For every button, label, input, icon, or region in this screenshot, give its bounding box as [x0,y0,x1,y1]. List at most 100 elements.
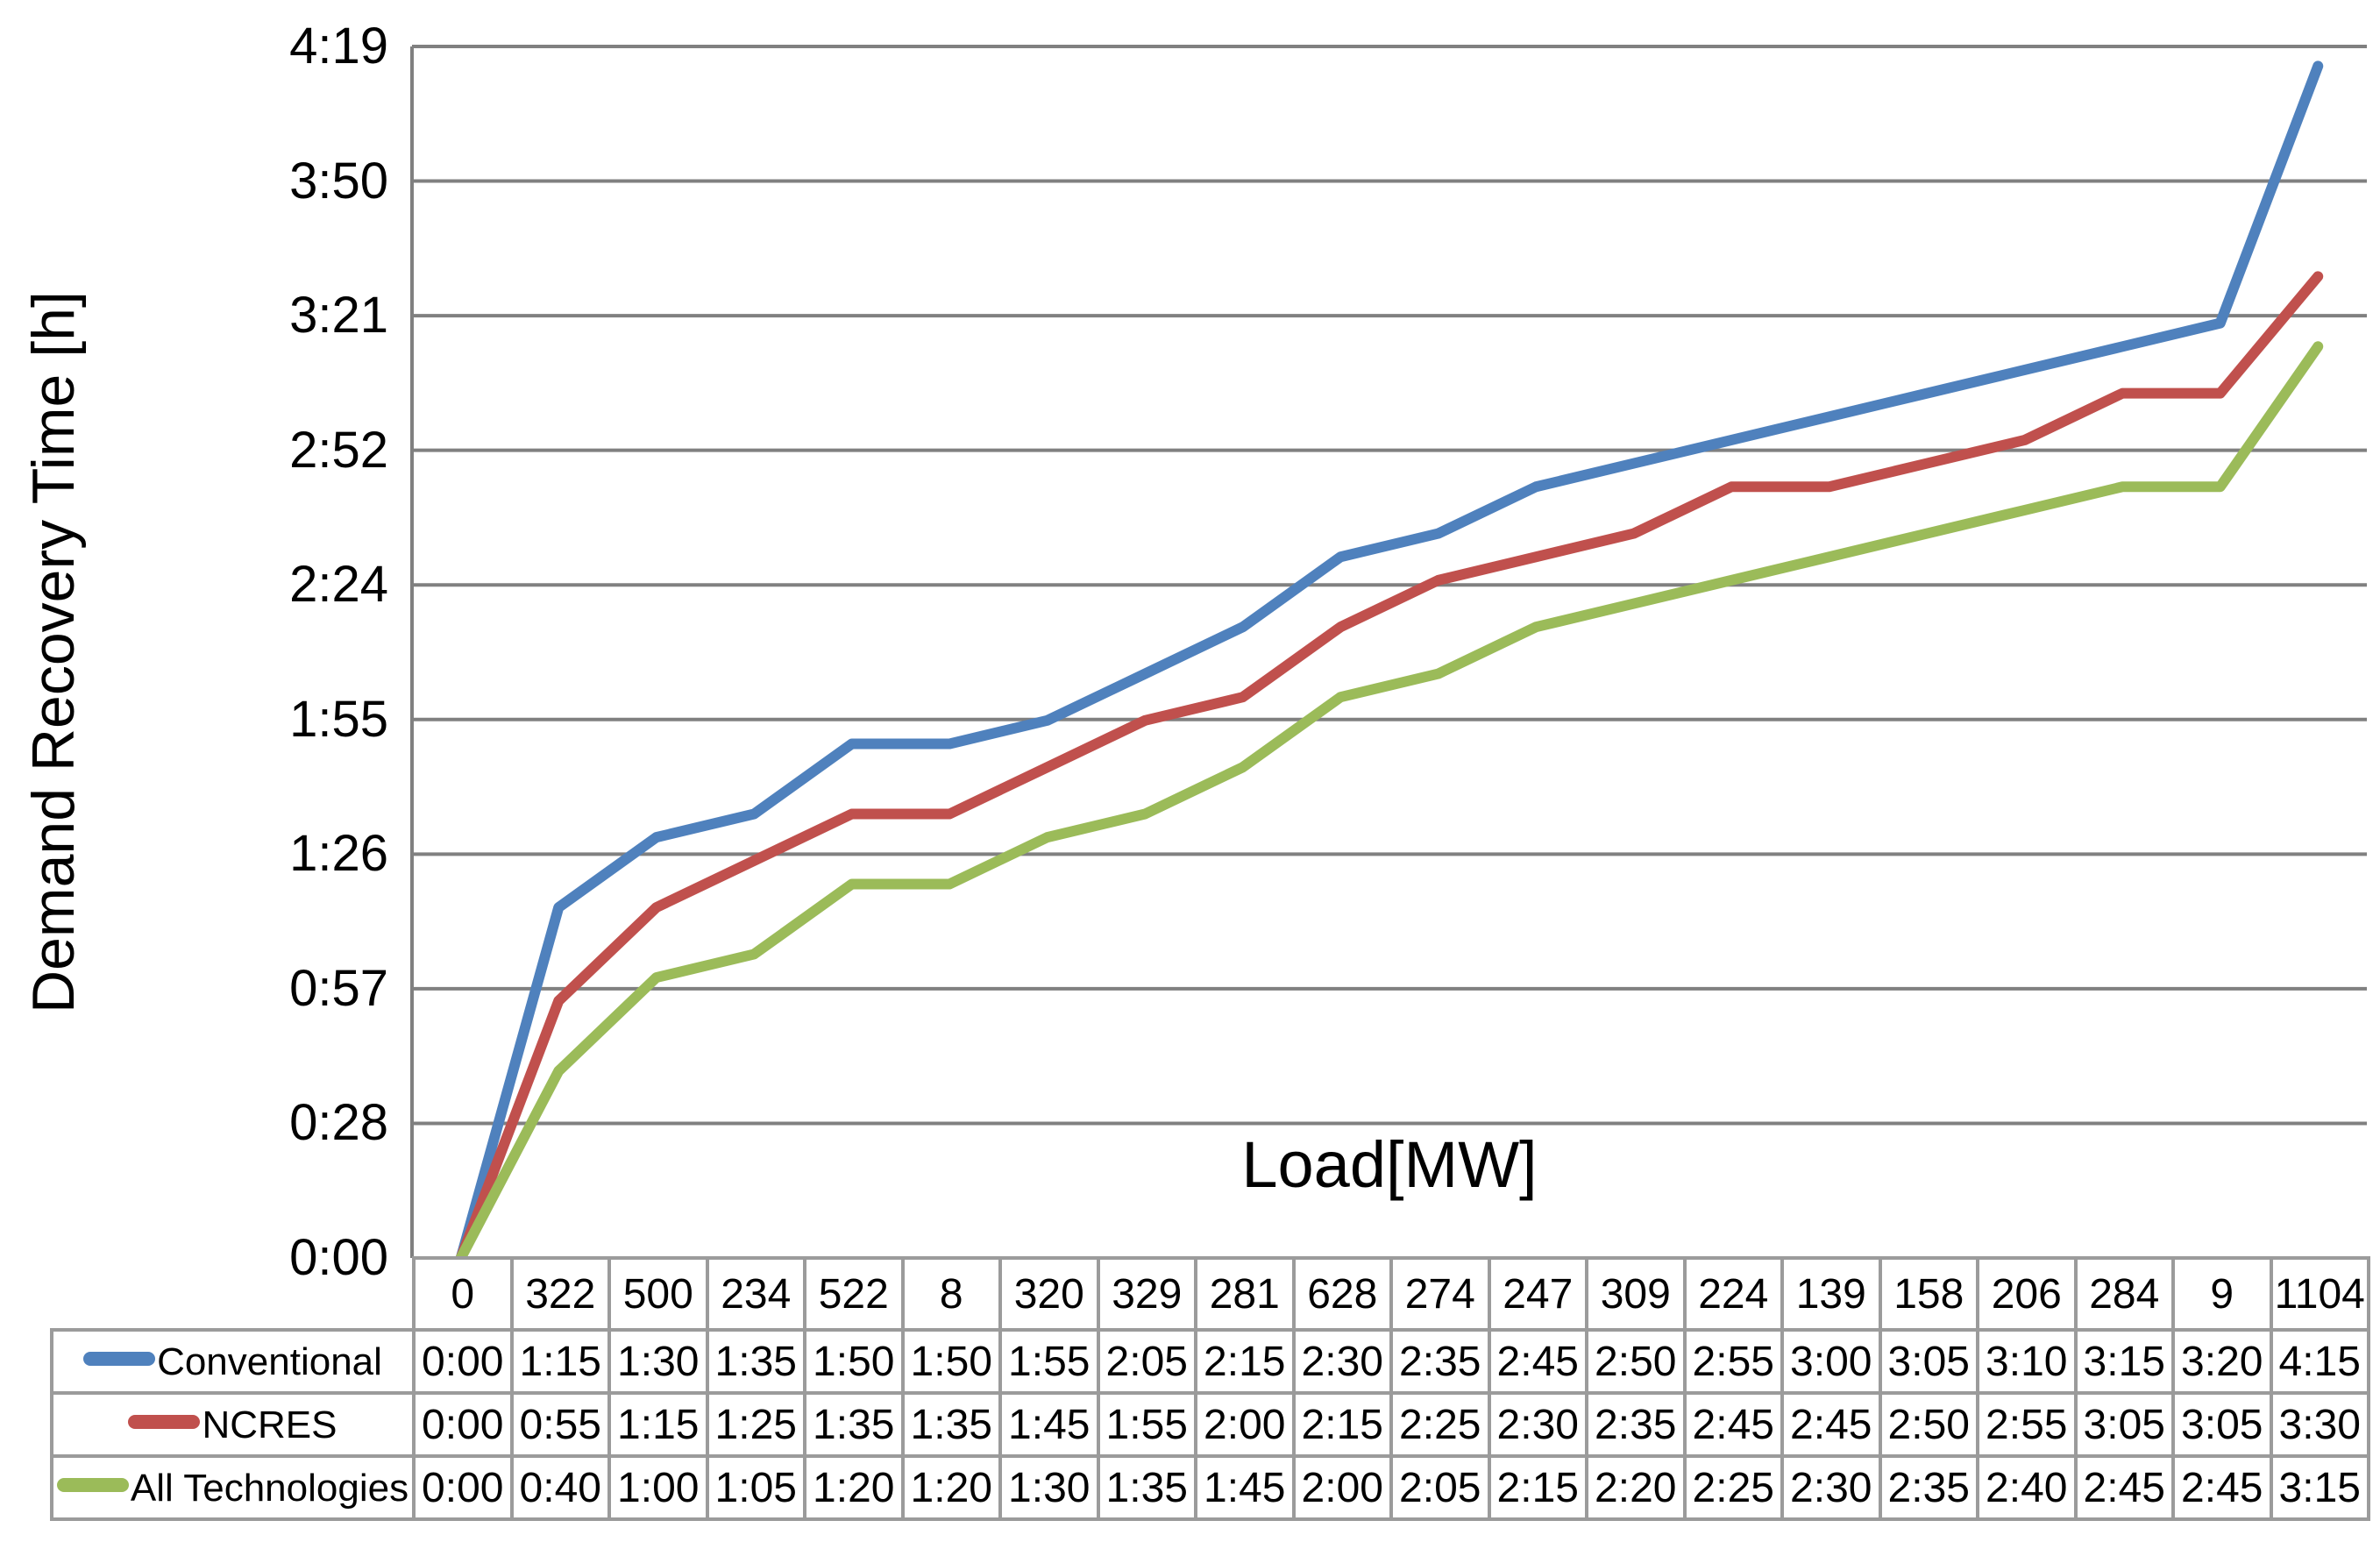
series-line-all-technologies [455,341,2324,1263]
y-tick-label: 0:00 [289,1229,388,1286]
value-cell: 1:20 [803,1454,905,1521]
category-header-cell: 206 [1976,1256,2078,1332]
value-cell: 1:35 [705,1328,806,1395]
category-header-cell: 1104 [2269,1256,2370,1332]
legend-cell: Conventional [50,1328,416,1395]
value-cell: 2:45 [2171,1454,2273,1521]
category-header-cell: 329 [1096,1256,1197,1332]
value-cell: 1:20 [900,1454,1002,1521]
value-cell: 2:45 [1487,1328,1588,1395]
value-cell: 3:05 [2171,1391,2273,1458]
value-cell: 0:00 [412,1391,514,1458]
value-cell: 2:40 [1976,1454,2078,1521]
y-tick-label: 3:21 [289,287,388,345]
category-header-cell: 628 [1291,1256,1393,1332]
value-cell: 1:50 [900,1328,1002,1395]
category-header-cell: 284 [2073,1256,2175,1332]
value-cell: 2:05 [1389,1454,1491,1521]
value-cell: 2:45 [2073,1454,2175,1521]
value-cell: 2:00 [1291,1454,1393,1521]
y-tick-label: 4:19 [289,18,388,75]
value-cell: 3:05 [2073,1391,2175,1458]
value-cell: 1:35 [900,1391,1002,1458]
value-cell: 0:55 [509,1391,611,1458]
value-cell: 1:15 [607,1391,709,1458]
data-table: 0 322 500 234 522 8 320 329 281 628 274 247 309 224 13… [50,1256,2370,1521]
category-header-cell: 500 [607,1256,709,1332]
series-line-conventional [455,60,2324,1263]
value-cell: 3:20 [2171,1328,2273,1395]
value-cell: 2:20 [1585,1454,1687,1521]
y-tick-label: 1:55 [289,690,388,748]
value-cell: 3:00 [1780,1328,1882,1395]
value-cell: 1:45 [1194,1454,1296,1521]
y-axis-title: Demand Recovery Time [h] [20,291,87,1013]
value-cell: 2:15 [1194,1328,1296,1395]
value-cell: 0:40 [509,1454,611,1521]
legend-swatch-conventional [83,1352,156,1367]
value-cell: 2:25 [1389,1391,1491,1458]
value-cell: 1:35 [803,1391,905,1458]
category-header-cell: 522 [803,1256,905,1332]
y-tick-label: 2:52 [289,421,388,479]
value-cell: 3:10 [1976,1328,2078,1395]
value-cell: 1:00 [607,1454,709,1521]
y-tick-label: 3:50 [289,152,388,210]
value-cell: 1:30 [998,1454,1100,1521]
value-cell: 3:15 [2269,1454,2370,1521]
value-cell: 2:45 [1682,1391,1784,1458]
legend-label: Conventional [157,1340,382,1384]
category-header-cell: 281 [1194,1256,1296,1332]
y-tick-label: 1:26 [289,825,388,883]
legend-label: NCRES [202,1403,337,1447]
value-cell: 2:35 [1878,1454,1979,1521]
category-header-cell: 309 [1585,1256,1687,1332]
value-cell: 1:45 [998,1391,1100,1458]
category-header-cell: 9 [2171,1256,2273,1332]
legend-label: All Technologies [130,1467,409,1510]
category-header-cell: 139 [1780,1256,1882,1332]
series-line-ncres [455,271,2324,1263]
category-header-cell: 234 [705,1256,806,1332]
value-cell: 1:50 [803,1328,905,1395]
y-tick-label: 0:57 [289,959,388,1017]
legend-cell: NCRES [50,1391,416,1458]
value-cell: 2:35 [1389,1328,1491,1395]
value-cell: 1:55 [998,1328,1100,1395]
x-axis-title: Load[MW] [1241,1128,1538,1201]
legend-swatch-all-technologies [56,1478,129,1493]
value-cell: 2:50 [1878,1391,1979,1458]
value-cell: 2:15 [1291,1391,1393,1458]
value-cell: 2:25 [1682,1454,1784,1521]
value-cell: 3:30 [2269,1391,2370,1458]
value-cell: 2:45 [1780,1391,1882,1458]
category-header-cell: 247 [1487,1256,1588,1332]
table-corner-spacer [52,1258,414,1330]
value-cell: 2:30 [1780,1454,1882,1521]
value-cell: 2:30 [1487,1391,1588,1458]
value-cell: 2:55 [1976,1391,2078,1458]
value-cell: 1:55 [1096,1391,1197,1458]
value-cell: 0:00 [412,1454,514,1521]
legend-cell: All Technologies [50,1454,416,1521]
value-cell: 2:55 [1682,1328,1784,1395]
y-tick-label: 0:28 [289,1094,388,1152]
value-cell: 1:15 [509,1328,611,1395]
value-cell: 2:05 [1096,1328,1197,1395]
category-header-cell: 224 [1682,1256,1784,1332]
legend-swatch-ncres [128,1415,201,1430]
value-cell: 2:30 [1291,1328,1393,1395]
value-cell: 3:15 [2073,1328,2175,1395]
series-row-conventional: Conventional 0:00 1:15 1:30 1:35 1:50 1:50 1:55… [50,1328,2370,1395]
category-header-cell: 320 [998,1256,1100,1332]
value-cell: 1:25 [705,1391,806,1458]
value-cell: 3:05 [1878,1328,1979,1395]
value-cell: 1:30 [607,1328,709,1395]
category-header-cell: 158 [1878,1256,1979,1332]
category-header-cell: 0 [412,1256,514,1332]
value-cell: 2:00 [1194,1391,1296,1458]
y-tick-label: 2:24 [289,556,388,614]
series-row-ncres: NCRES 0:00 0:55 1:15 1:25 1:35 1:35 1:45 1:55 2:0… [50,1391,2370,1458]
